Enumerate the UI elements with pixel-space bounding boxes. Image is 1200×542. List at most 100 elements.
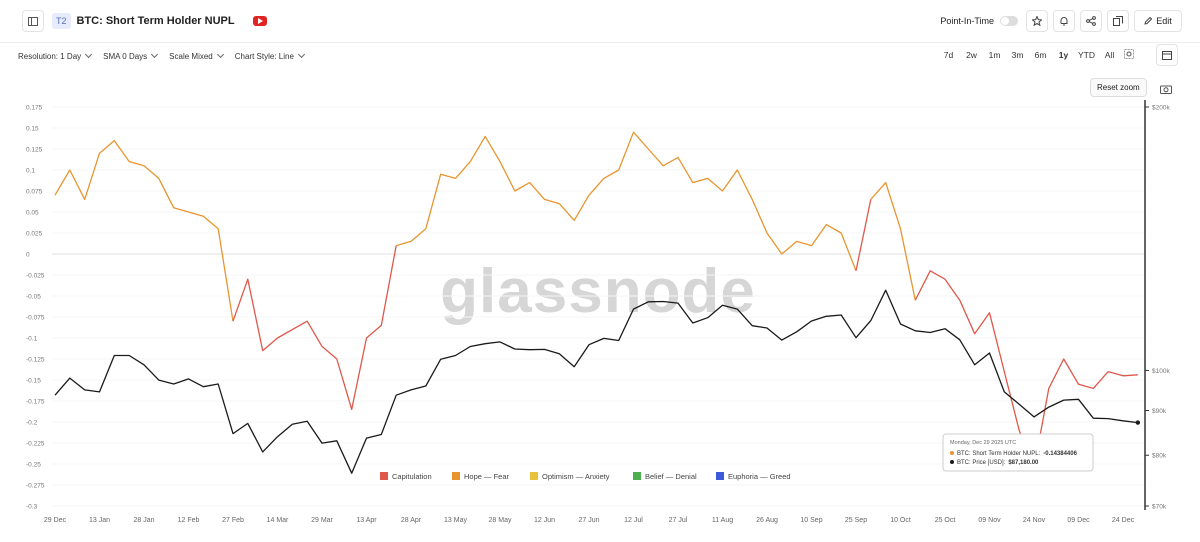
y-tick-label: -0.275 — [26, 483, 45, 490]
nupl-line — [232, 245, 397, 411]
legend-swatch — [633, 472, 641, 480]
option-dropdown[interactable]: Resolution: 1 Day — [18, 52, 91, 61]
x-tick-label: 14 Mar — [267, 517, 289, 524]
x-tick-label: 25 Sep — [845, 517, 867, 524]
x-tick-label: 29 Mar — [311, 517, 333, 524]
tooltip-dot — [950, 460, 954, 464]
nupl-line — [855, 199, 872, 271]
range-button[interactable]: 3m — [1011, 50, 1024, 60]
legend-label: Capitulation — [392, 472, 432, 481]
range-button[interactable]: YTD — [1078, 50, 1095, 60]
point-in-time-label: Point-In-Time — [940, 16, 994, 26]
x-tick-label: 11 Aug — [712, 517, 733, 524]
option-dropdown[interactable]: Scale Mixed — [169, 52, 223, 61]
y-tick-label: -0.075 — [26, 315, 45, 322]
range-button[interactable]: 7d — [943, 50, 954, 60]
x-tick-label: 09 Nov — [978, 517, 1001, 524]
tooltip-dot — [950, 451, 954, 455]
reset-zoom-button[interactable]: Reset zoom — [1090, 78, 1147, 97]
tooltip-value: -0.14384406 — [1043, 451, 1077, 457]
y-tick-label: -0.175 — [26, 399, 45, 406]
zoom-icon — [1124, 49, 1134, 59]
edit-label: Edit — [1156, 16, 1172, 26]
y-tick-label: 0.025 — [26, 231, 43, 238]
y2-tick-label: $90k — [1152, 408, 1167, 415]
tooltip-label: BTC: Short Term Holder NUPL: — [957, 451, 1041, 457]
y-tick-label: -0.125 — [26, 357, 45, 364]
range-button[interactable]: 2w — [966, 50, 977, 60]
legend-swatch — [530, 472, 538, 480]
chart-options: Resolution: 1 Day SMA 0 Days Scale Mixed Ch… — [18, 49, 316, 63]
y-tick-label: 0.075 — [26, 189, 43, 196]
x-tick-label: 27 Jun — [578, 517, 599, 524]
y-tick-label: 0.1 — [26, 168, 35, 175]
y-tick-label: -0.3 — [26, 504, 38, 511]
y-tick-label: -0.225 — [26, 441, 45, 448]
option-dropdown[interactable]: SMA 0 Days — [103, 52, 157, 61]
tier-badge: T2 — [52, 13, 71, 29]
x-tick-label: 12 Jun — [534, 517, 555, 524]
x-tick-label: 09 Dec — [1067, 517, 1090, 524]
x-tick-label: 12 Feb — [178, 517, 200, 524]
calendar-icon — [1162, 51, 1172, 60]
range-button[interactable]: 6m — [1034, 50, 1047, 60]
edit-button[interactable]: Edit — [1134, 10, 1182, 32]
sidebar-toggle[interactable] — [22, 10, 44, 32]
copy-icon — [1113, 16, 1123, 26]
bell-icon — [1060, 17, 1068, 26]
nupl-line — [870, 181, 916, 301]
legend-swatch — [716, 472, 724, 480]
share-button[interactable] — [1080, 10, 1102, 32]
y2-tick-label: $200k — [1152, 105, 1170, 112]
pencil-icon — [1144, 17, 1153, 25]
alert-button[interactable] — [1053, 10, 1075, 32]
y2-tick-label: $70k — [1152, 504, 1167, 511]
snapshot-button[interactable] — [1160, 81, 1172, 99]
header: T2 BTC: Short Term Holder NUPL Point-In-… — [0, 0, 1200, 43]
legend-label: Hope — Fear — [464, 472, 510, 481]
price-line — [54, 289, 1138, 474]
x-tick-label: 28 Apr — [401, 517, 422, 524]
star-icon — [1032, 16, 1042, 26]
option-dropdown[interactable]: Chart Style: Line — [235, 52, 304, 61]
tooltip: Monday, Dec 29 2025 UTC BTC: Short Term H… — [942, 433, 1094, 472]
zoom-select[interactable] — [1120, 46, 1138, 62]
y-tick-label: 0 — [26, 252, 30, 259]
legend-label: Euphoria — Greed — [728, 472, 791, 481]
watermark: glassnode — [440, 257, 756, 326]
point-in-time-toggle[interactable] — [1000, 16, 1018, 26]
y2-tick-label: $80k — [1152, 453, 1167, 460]
range-button[interactable]: All — [1104, 50, 1115, 60]
x-tick-label: 10 Sep — [800, 517, 822, 524]
nupl-line — [54, 139, 234, 322]
last-point — [1135, 420, 1141, 425]
y-tick-label: 0.05 — [26, 210, 39, 217]
y2-tick-label: $100k — [1152, 368, 1170, 375]
y-tick-label: -0.25 — [26, 462, 41, 469]
metric-title: BTC: Short Term Holder NUPL — [76, 15, 235, 27]
share-icon — [1086, 16, 1096, 26]
y-tick-label: 0.15 — [26, 126, 39, 133]
video-icon[interactable] — [252, 16, 267, 26]
x-tick-label: 13 Apr — [356, 517, 377, 524]
calendar-button[interactable] — [1156, 44, 1178, 66]
x-tick-label: 12 Jul — [624, 517, 643, 524]
x-tick-label: 26 Aug — [756, 517, 778, 524]
y-tick-label: -0.025 — [26, 273, 45, 280]
x-tick-label: 10 Oct — [890, 517, 911, 524]
range-button[interactable]: 1m — [988, 50, 1001, 60]
legend-label: Optimism — Anxiety — [542, 472, 610, 481]
x-tick-label: 29 Dec — [44, 517, 67, 524]
legend-label: Belief — Denial — [645, 472, 697, 481]
favorite-button[interactable] — [1026, 10, 1048, 32]
legend-swatch — [380, 472, 388, 480]
copy-button[interactable] — [1107, 10, 1129, 32]
x-tick-label: 13 Jan — [89, 517, 110, 524]
camera-icon — [1160, 85, 1172, 94]
y-tick-label: -0.15 — [26, 378, 41, 385]
nupl-line — [396, 131, 857, 272]
range-button[interactable]: 1y — [1058, 50, 1069, 60]
tooltip-label: BTC: Price [USD]: — [957, 460, 1006, 466]
